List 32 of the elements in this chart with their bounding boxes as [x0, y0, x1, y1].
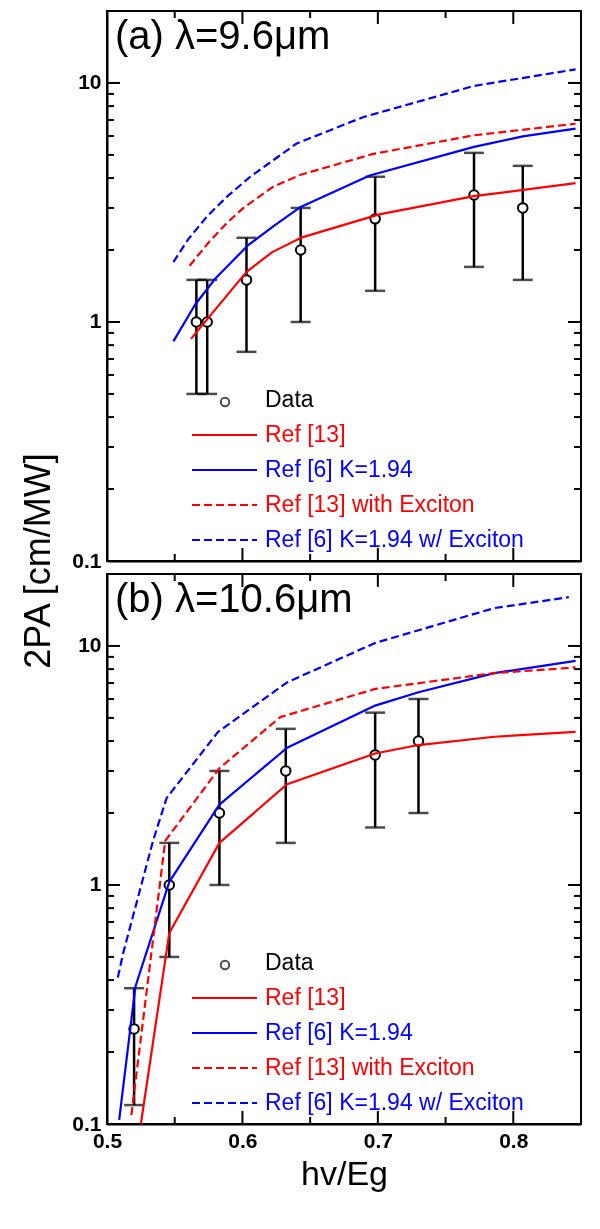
- line-series: [188, 122, 577, 267]
- legend-label: Data: [265, 386, 314, 412]
- x-tick-label: 0.8: [499, 1128, 529, 1152]
- legend-label: Ref [13]: [265, 984, 346, 1010]
- y-tick-label: 1: [89, 872, 102, 896]
- legend-label: Ref [13] with Exciton: [265, 491, 475, 517]
- annotation: (b) λ=10.6μm: [115, 576, 353, 620]
- legend-label: Ref [6] K=1.94 w/ Exciton: [265, 1089, 524, 1115]
- y-tick-label: 10: [78, 70, 102, 94]
- legend-label: Ref [6] K=1.94: [265, 456, 413, 482]
- legend-label: Ref [13] with Exciton: [265, 1054, 475, 1080]
- annotation: (a) λ=9.6μm: [115, 13, 331, 57]
- legend-label: Ref [6] K=1.94: [265, 1019, 413, 1045]
- x-axis-title: hv/Eg: [301, 1153, 388, 1192]
- point: [517, 202, 529, 214]
- point: [190, 316, 203, 328]
- y-tick-label: 0.1: [72, 548, 102, 572]
- point: [240, 274, 253, 286]
- y-tick-label: 10: [78, 633, 102, 657]
- x-tick-label: 0.7: [363, 1128, 393, 1152]
- x-tick-label: 0.6: [228, 1128, 258, 1152]
- line-series: [139, 730, 577, 1124]
- point: [294, 244, 307, 256]
- line-series: [172, 68, 577, 264]
- point: [280, 765, 292, 777]
- y-axis-title: 2PA [cm/MW]: [17, 453, 58, 669]
- line-series: [172, 127, 577, 343]
- line-series: [189, 182, 577, 340]
- y-tick-label: 1: [89, 309, 102, 333]
- legend-label: Data: [265, 949, 314, 975]
- legend-label: Ref [13]: [265, 421, 346, 447]
- legend-label: Ref [6] K=1.94 w/ Exciton: [265, 526, 524, 552]
